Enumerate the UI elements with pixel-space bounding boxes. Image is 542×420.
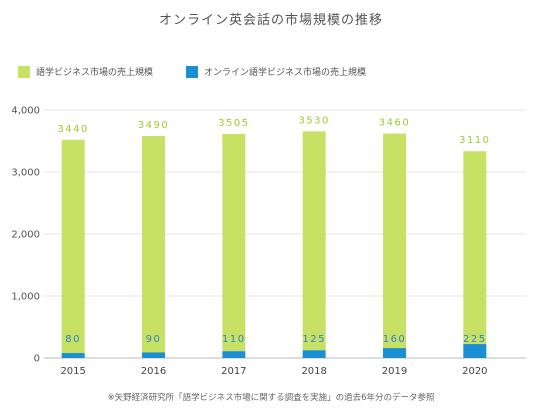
y-tick-label: 2,000: [11, 230, 40, 241]
x-tick-label: 2018: [301, 366, 326, 377]
bar-total-2017: [222, 133, 246, 352]
data-label-online-2016: 90: [146, 334, 162, 345]
bar-online-2019: [383, 348, 406, 358]
bar-total-2018: [302, 131, 326, 351]
y-tick-label: 0: [34, 354, 40, 365]
data-label-total-2020: 3110: [459, 135, 490, 146]
x-axis-ticks: 2015 2016 2017 2018 2019 2020: [60, 366, 487, 377]
legend-label-total: 語学ビジネス市場の売上規模: [36, 66, 153, 78]
bar-online-2020: [463, 344, 487, 358]
legend-label-online: オンライン語学ビジネス市場の売上規模: [204, 66, 366, 78]
data-label-total-2018: 3530: [298, 115, 329, 126]
x-tick-label: 2019: [382, 366, 407, 377]
bar-total-2016: [142, 136, 165, 353]
legend-swatch-online: [186, 66, 198, 78]
y-tick-label: 1,000: [11, 292, 40, 303]
legend: 語学ビジネス市場の売上規模 オンライン語学ビジネス市場の売上規模: [18, 66, 366, 78]
data-label-online-2020: 225: [463, 334, 487, 345]
source-note: ※矢野経済研究所「語学ビジネス市場に関する調査を実施」の過去6年分のデータ参照: [107, 392, 435, 403]
bar-total-2019: [383, 133, 406, 349]
data-label-total-2015: 3440: [57, 124, 88, 135]
chart-title: オンライン英会話の市場規模の推移: [159, 12, 383, 28]
x-tick-label: 2016: [141, 366, 166, 377]
bar-online-2015: [61, 353, 85, 358]
x-tick-label: 2017: [221, 366, 246, 377]
data-label-online-2018: 125: [302, 334, 326, 345]
data-label-online-2017: 110: [222, 334, 246, 345]
bar-online-2016: [142, 352, 165, 358]
x-tick-label: 2020: [462, 366, 487, 377]
y-tick-label: 3,000: [11, 168, 40, 179]
bar-online-2018: [302, 350, 326, 358]
legend-swatch-total: [18, 66, 30, 78]
y-tick-label: 4,000: [11, 106, 40, 117]
bar-online-2017: [222, 351, 246, 358]
x-tick-label: 2015: [60, 366, 85, 377]
data-label-total-2016: 3490: [138, 120, 169, 131]
bar-total-2020: [463, 151, 487, 345]
data-label-total-2017: 3505: [218, 118, 249, 129]
gridlines: [44, 109, 526, 359]
bar-total-2015: [61, 139, 85, 354]
data-label-online-2015: 80: [65, 334, 81, 345]
y-axis-ticks: 0 1,000 2,000 3,000 4,000: [11, 106, 40, 365]
data-label-total-2019: 3460: [379, 118, 410, 129]
data-labels: 3440 80 3490 90 3505 110 3530 125 3460 160 3110 225: [57, 115, 490, 345]
bars: [61, 131, 487, 358]
data-label-online-2019: 160: [383, 334, 407, 345]
